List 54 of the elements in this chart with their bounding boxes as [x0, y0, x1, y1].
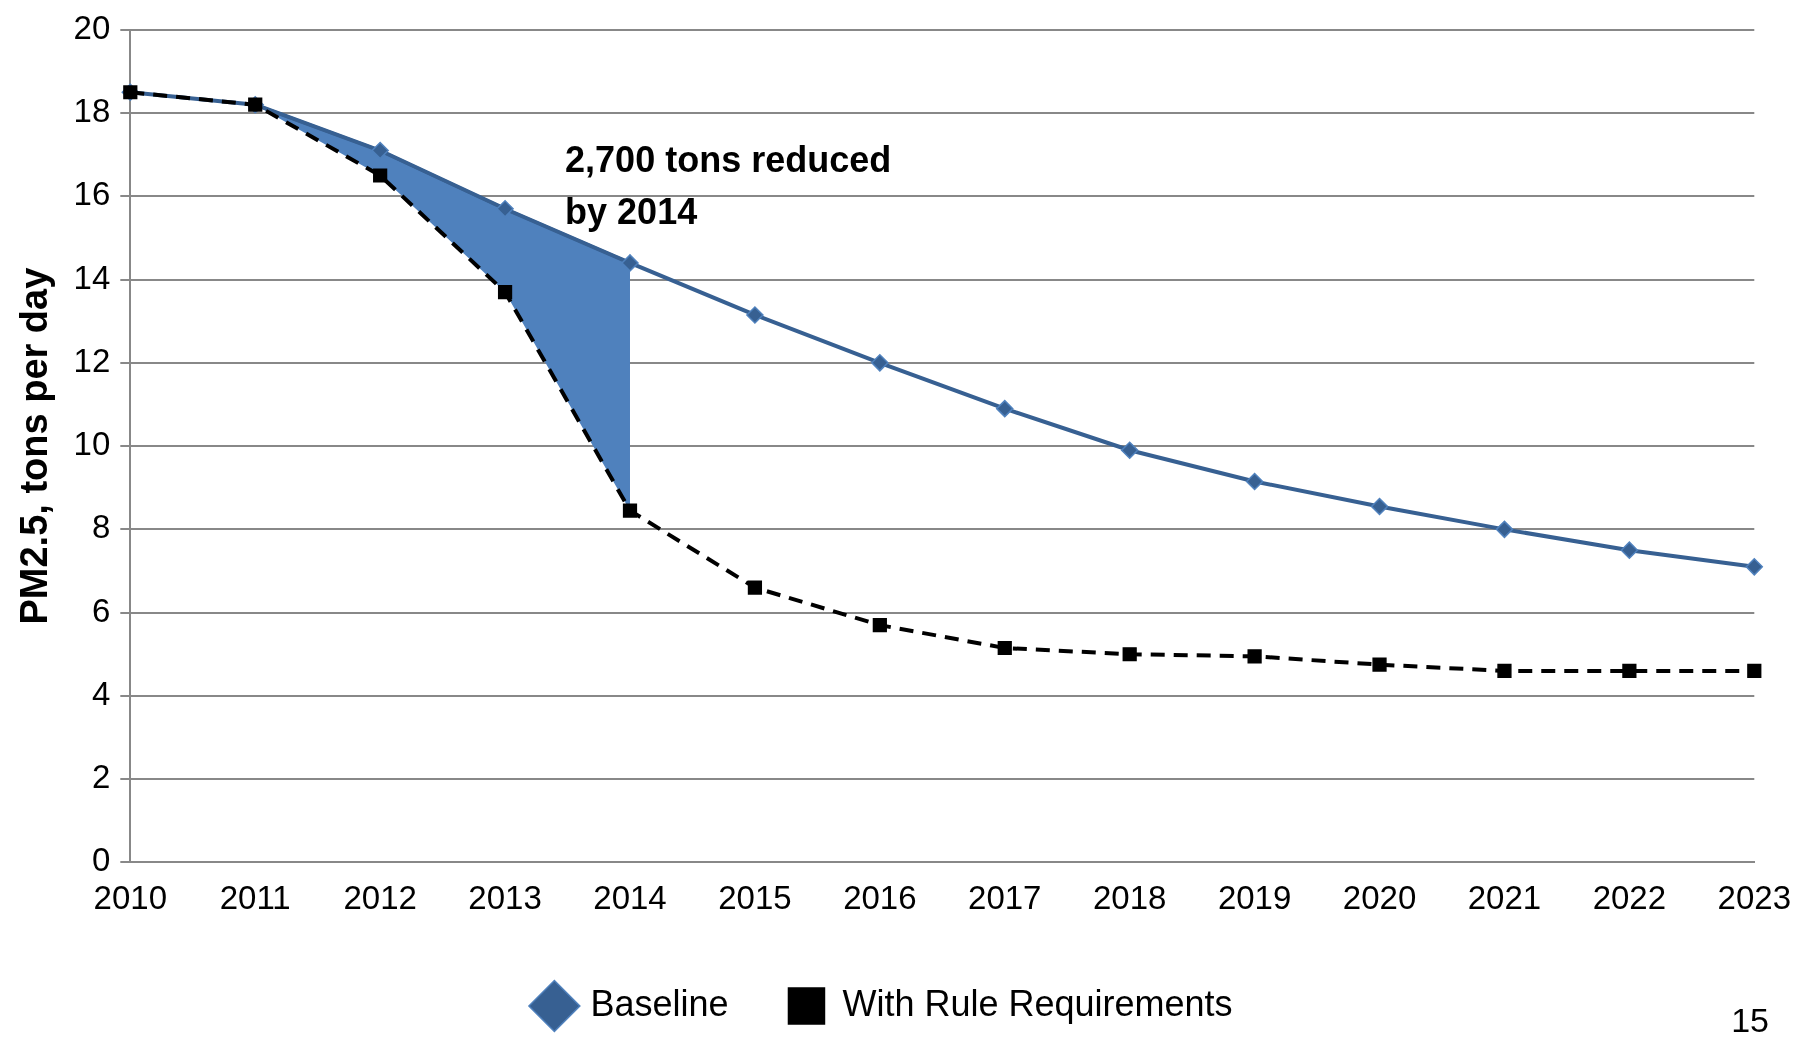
point [996, 399, 1014, 418]
x-tick-label: 2021 [1467, 879, 1542, 917]
point [1622, 663, 1637, 679]
x-tick-label: 2016 [843, 879, 917, 917]
x-tick-label: 2017 [968, 879, 1042, 917]
point [871, 354, 889, 372]
point [371, 141, 389, 160]
y-tick-label: 18 [73, 92, 111, 130]
point [1747, 663, 1762, 679]
point [1495, 520, 1514, 539]
point [1745, 558, 1764, 576]
x-tick-label: 2018 [1092, 879, 1167, 917]
point [1247, 649, 1262, 664]
point [1122, 647, 1137, 662]
y-axis-title: PM2.5, tons per day [13, 267, 56, 625]
point [497, 284, 513, 300]
point [997, 640, 1012, 656]
point [496, 200, 514, 218]
y-tick-label: 16 [73, 175, 111, 213]
x-tick-label: 2019 [1217, 879, 1292, 917]
y-tick-label: 4 [91, 674, 111, 712]
x-tick-label: 2013 [468, 879, 542, 917]
y-tick-label: 10 [73, 425, 111, 463]
point [1370, 497, 1389, 516]
x-tick-label: 2015 [718, 879, 792, 917]
y-tick-label: 12 [73, 341, 111, 379]
y-tick-label: 2 [91, 758, 111, 796]
point [747, 580, 763, 595]
x-tick-label: 2014 [593, 879, 667, 917]
y-tick-label: 8 [91, 508, 111, 546]
x-tick-label: 2020 [1342, 879, 1417, 917]
x-tick-label: 2012 [343, 879, 417, 917]
point [1620, 541, 1639, 559]
y-tick-label: 14 [73, 258, 111, 296]
point [746, 306, 764, 324]
point [621, 254, 639, 272]
point [1245, 472, 1264, 491]
point [1120, 441, 1139, 460]
point [872, 618, 887, 633]
point [1372, 657, 1387, 672]
y-tick-label: 0 [91, 841, 111, 879]
y-tick-label: 6 [91, 591, 111, 629]
y-tick-label: 20 [73, 8, 111, 46]
legend-label: With Rule Requirements [842, 982, 1233, 1024]
point [622, 503, 638, 518]
x-tick-label: 2022 [1592, 879, 1667, 917]
text: 15 [1731, 1001, 1769, 1040]
x-tick-label: 2023 [1717, 879, 1791, 917]
x-tick-label: 2010 [93, 879, 168, 917]
x-tick-label: 2011 [219, 879, 291, 917]
point [373, 168, 388, 183]
legend-label: Baseline [590, 982, 729, 1024]
point [1497, 663, 1512, 679]
annotation: 2,700 tons reduced by 2014 [565, 138, 892, 232]
